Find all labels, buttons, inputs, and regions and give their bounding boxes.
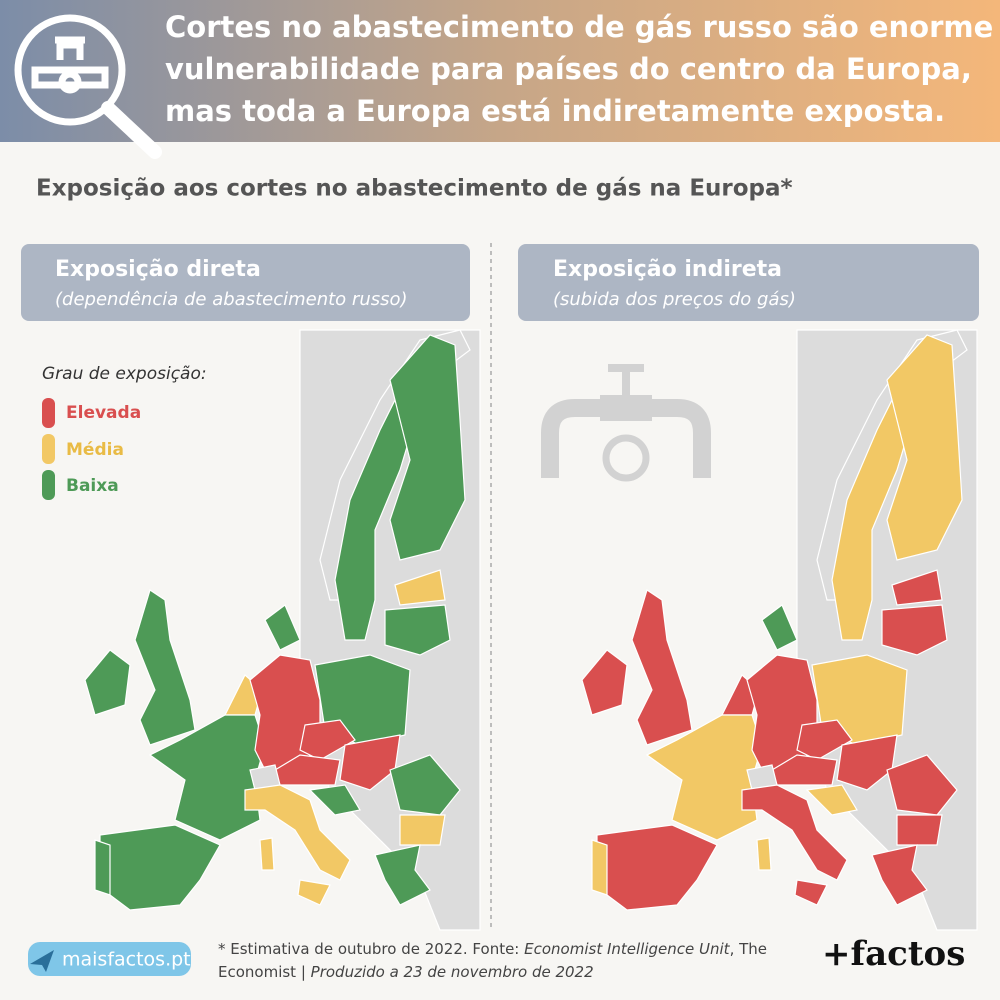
site-link[interactable]: maisfactos.pt [62, 949, 191, 971]
maps [84, 329, 978, 931]
country-shape [631, 589, 693, 746]
country-shape [339, 734, 401, 791]
brand: +factos [822, 934, 965, 974]
site-icon [30, 950, 54, 972]
site-badge[interactable] [28, 942, 191, 976]
pipe-icon [541, 364, 711, 482]
legend-item: Média [66, 440, 124, 460]
footnote-text: * Estimativa de outubro de 2022. Fonte: [218, 940, 525, 958]
panel-title: Exposição direta [55, 257, 261, 282]
footnote: * Estimativa de outubro de 2022. Fonte: … [218, 938, 808, 984]
panel-header [518, 244, 979, 321]
legend-item: Elevada [66, 403, 141, 423]
country-shape [384, 604, 451, 656]
country-shape [148, 714, 266, 841]
country-shape [94, 839, 111, 896]
footnote-source: Economist Intelligence Unit [524, 940, 730, 958]
country-shape [794, 879, 828, 906]
title-line: Cortes no abastecimento de gás russo são… [165, 10, 993, 44]
country-shape [264, 604, 301, 651]
country-shape [596, 824, 718, 911]
country-shape [297, 879, 331, 906]
country-shape [389, 334, 466, 561]
country-shape [308, 784, 361, 816]
legend-swatch [42, 434, 55, 464]
country-shape [394, 569, 446, 606]
subtitle: Exposição aos cortes no abastecimento de… [36, 176, 793, 202]
country-shape [891, 569, 943, 606]
country-shape [389, 754, 461, 816]
title-line: mas toda a Europa está indiretamente exp… [165, 94, 945, 128]
country-shape [581, 649, 628, 716]
title-line: vulnerabilidade para países do centro da… [165, 52, 972, 86]
country-shape [741, 784, 848, 881]
country-shape [591, 839, 608, 896]
country-shape [796, 719, 853, 761]
legend-swatch [42, 470, 55, 500]
legend-item: Baixa [66, 476, 119, 496]
country-shape [871, 844, 928, 906]
footnote-text: , The Economist | [218, 940, 767, 981]
country-shape [259, 837, 275, 871]
country-shape [244, 784, 351, 881]
country-shape [836, 734, 898, 791]
header-band [0, 0, 1000, 142]
country-shape [299, 719, 356, 761]
panel-title: Exposição indireta [553, 257, 782, 282]
country-shape [881, 604, 948, 656]
country-shape [645, 714, 763, 841]
magnifier-icon [14, 14, 162, 159]
country-shape [805, 784, 858, 816]
country-shape [886, 754, 958, 816]
country-shape [761, 604, 798, 651]
legend-title: Grau de exposição: [42, 364, 207, 384]
country-shape [399, 814, 446, 846]
footnote-date: Produzido a 23 de novembro de 2022 [310, 963, 594, 981]
country-shape [886, 334, 963, 561]
country-shape [756, 837, 772, 871]
panel-header [21, 244, 470, 321]
panel-subtitle: (subida dos preços do gás) [553, 289, 796, 310]
country-shape [134, 589, 196, 746]
panel-subtitle: (dependência de abastecimento russo) [55, 289, 408, 310]
country-shape [374, 844, 431, 906]
country-shape [896, 814, 943, 846]
country-shape [84, 649, 131, 716]
legend-swatch [42, 398, 55, 428]
country-shape [99, 824, 221, 911]
